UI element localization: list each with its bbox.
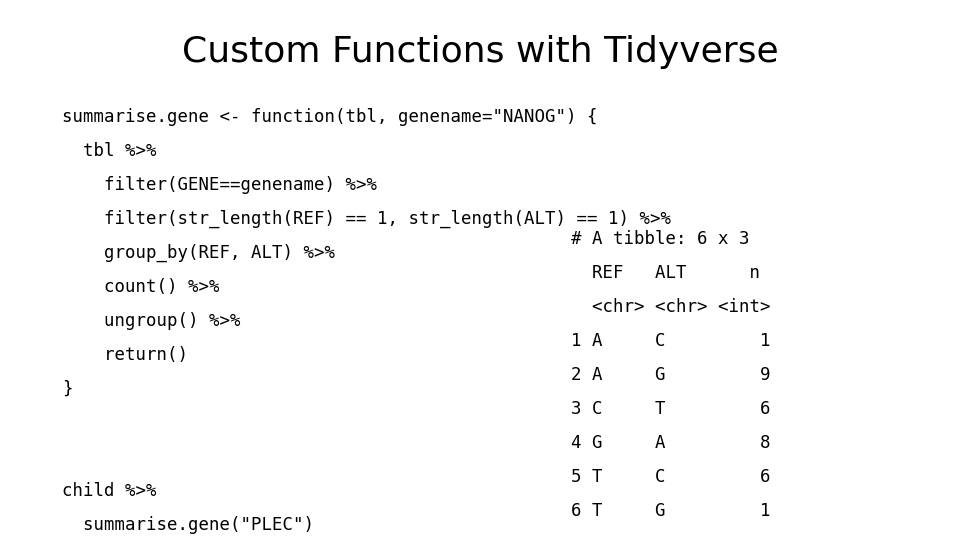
Text: summarise.gene <- function(tbl, genename="NANOG") {: summarise.gene <- function(tbl, genename… [62, 108, 598, 126]
Text: ungroup() %>%: ungroup() %>% [62, 312, 241, 330]
Text: <chr> <chr> <int>: <chr> <chr> <int> [571, 298, 771, 315]
Text: Custom Functions with Tidyverse: Custom Functions with Tidyverse [181, 35, 779, 69]
Text: 4 G     A         8: 4 G A 8 [571, 434, 771, 451]
Text: REF   ALT      n: REF ALT n [571, 264, 760, 281]
Text: 6 T     G         1: 6 T G 1 [571, 502, 771, 519]
Text: count() %>%: count() %>% [62, 278, 220, 296]
Text: }: } [62, 380, 73, 398]
Text: filter(GENE==genename) %>%: filter(GENE==genename) %>% [62, 176, 377, 194]
Text: 2 A     G         9: 2 A G 9 [571, 366, 771, 383]
Text: filter(str_length(REF) == 1, str_length(ALT) == 1) %>%: filter(str_length(REF) == 1, str_length(… [62, 210, 671, 228]
Text: return(): return() [62, 346, 188, 364]
Text: group_by(REF, ALT) %>%: group_by(REF, ALT) %>% [62, 244, 335, 262]
Text: 3 C     T         6: 3 C T 6 [571, 400, 771, 417]
Text: 1 A     C         1: 1 A C 1 [571, 332, 771, 349]
Text: tbl %>%: tbl %>% [62, 142, 156, 160]
Text: child %>%: child %>% [62, 482, 156, 500]
Text: # A tibble: 6 x 3: # A tibble: 6 x 3 [571, 230, 750, 247]
Text: summarise.gene("PLEC"): summarise.gene("PLEC") [62, 516, 314, 534]
Text: 5 T     C         6: 5 T C 6 [571, 468, 771, 485]
